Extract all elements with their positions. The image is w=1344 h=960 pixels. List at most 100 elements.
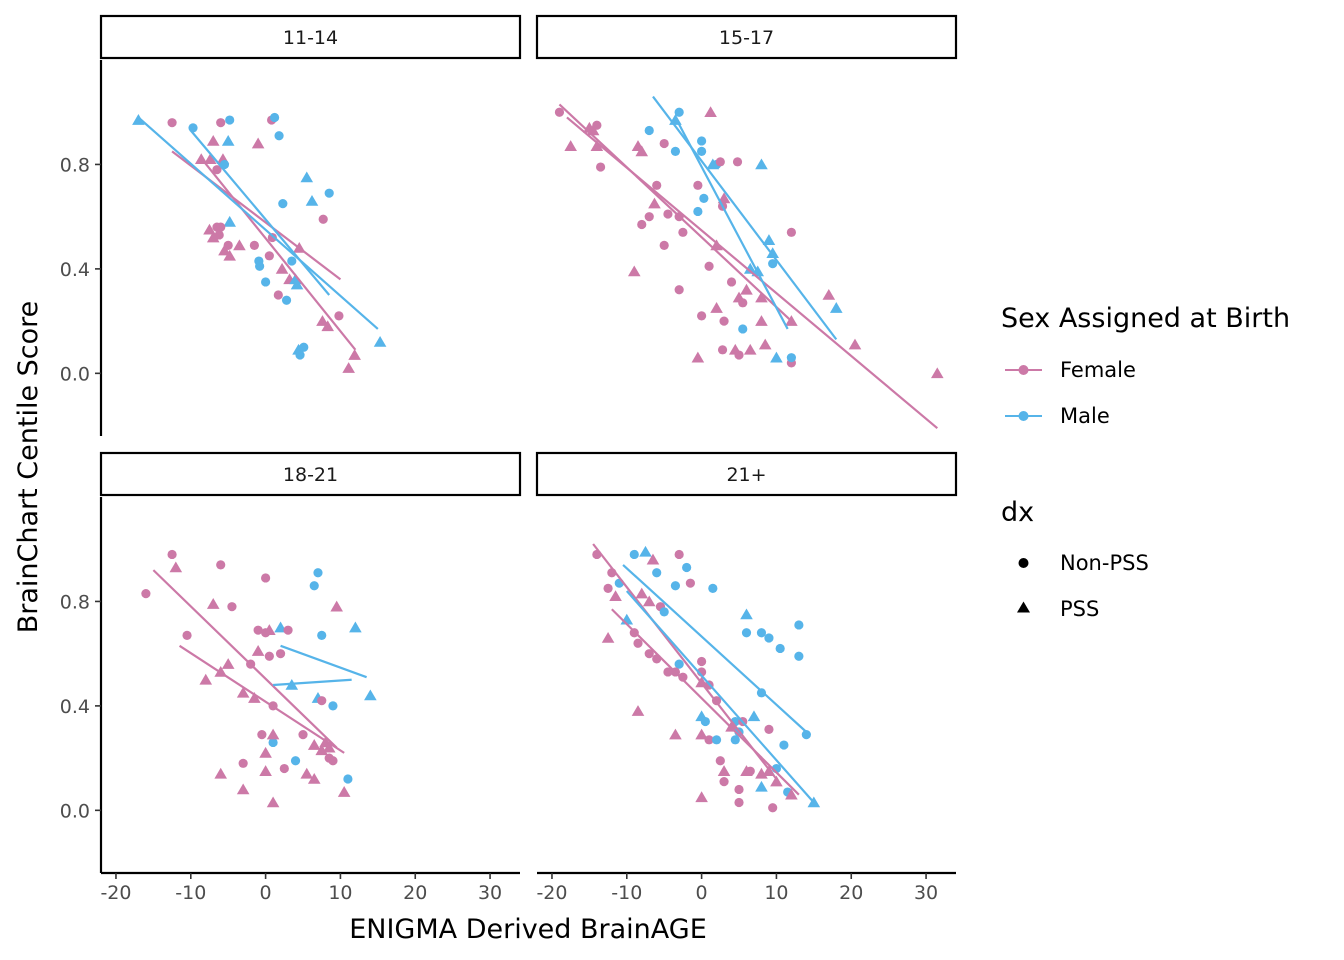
data-point-non-pss	[717, 345, 728, 355]
data-point-non-pss	[779, 740, 789, 750]
data-point-pss	[221, 134, 235, 146]
data-point-pss	[704, 106, 717, 118]
y-tick-label: 0.4	[60, 696, 90, 718]
data-point-non-pss	[715, 756, 725, 766]
y-tick-label: 0.8	[60, 591, 90, 613]
x-tick-label: 20	[403, 882, 427, 904]
data-point-non-pss	[715, 157, 725, 167]
data-point-pss	[199, 673, 213, 685]
y-tick-label: 0.8	[60, 154, 90, 176]
data-point-non-pss	[290, 756, 301, 766]
data-point-non-pss	[734, 784, 744, 795]
x-tick-label: 30	[914, 882, 938, 904]
data-point-non-pss	[704, 261, 714, 271]
fit-line-male-non-pss	[622, 564, 808, 733]
x-tick-label: -20	[100, 882, 131, 904]
data-point-non-pss	[693, 206, 703, 217]
data-point-non-pss	[652, 180, 662, 190]
data-point-pss	[601, 632, 615, 643]
fit-line-male-non-pss	[280, 644, 367, 679]
legend-key-pss: PSS	[1017, 597, 1099, 621]
data-point-pss	[330, 600, 343, 612]
data-point-non-pss	[238, 758, 248, 768]
data-point-non-pss	[682, 562, 692, 573]
data-point-pss	[717, 765, 731, 776]
data-point-pss	[770, 351, 783, 363]
data-point-non-pss	[249, 240, 259, 250]
data-point-non-pss	[313, 568, 323, 578]
data-point-non-pss	[328, 701, 338, 711]
data-point-pss	[648, 197, 661, 209]
data-point-non-pss	[287, 256, 297, 266]
legend-triangle-swatch	[1017, 601, 1030, 613]
x-axis-title: ENIGMA Derived BrainAGE	[349, 914, 707, 945]
data-point-pss	[321, 320, 335, 332]
panels-layer: 11-14 0.0 0.4 0.8 15-17 18-21 0.0 0.4 0.8 -20 -10 0…	[60, 14, 958, 904]
data-point-pss	[691, 351, 705, 363]
data-point-pss	[259, 765, 272, 776]
data-point-non-pss	[141, 589, 151, 599]
x-tick-label: -10	[611, 882, 642, 904]
data-point-pss	[758, 338, 772, 350]
data-point-non-pss	[697, 146, 707, 156]
data-point-non-pss	[216, 560, 226, 570]
data-point-pss	[300, 767, 314, 779]
data-point-non-pss	[764, 633, 774, 643]
facet-panel-11-14: 11-14 0.0 0.4 0.8	[60, 14, 522, 436]
data-point-pss	[322, 741, 336, 753]
data-point-pss	[223, 249, 236, 261]
data-point-non-pss	[659, 240, 669, 250]
data-point-non-pss	[261, 573, 271, 583]
x-tick-label: 10	[764, 882, 788, 904]
data-point-pss	[132, 114, 145, 125]
data-point-non-pss	[275, 649, 286, 659]
fit-line-female-non-pss	[152, 569, 338, 749]
data-point-non-pss	[704, 735, 714, 745]
data-point-non-pss	[738, 324, 748, 334]
facet-panel-18-21: 18-21 0.0 0.4 0.8 -20 -10 0 10 20 30	[60, 451, 522, 904]
y-tick-label: 0.0	[60, 800, 90, 822]
data-point-non-pss	[756, 628, 767, 638]
data-point-pss	[349, 621, 362, 633]
data-point-non-pss	[801, 730, 811, 740]
legend-male-label: Male	[1060, 404, 1110, 428]
data-point-non-pss	[674, 107, 684, 117]
x-tick-label: 0	[696, 882, 708, 904]
data-point-non-pss	[225, 115, 235, 125]
facet-strip	[99, 14, 522, 60]
data-point-pss	[627, 265, 641, 277]
data-point-pss	[564, 140, 577, 151]
facet-strip-label: 21+	[726, 464, 766, 486]
data-point-pss	[206, 134, 220, 146]
fit-line-male-pss	[652, 95, 838, 341]
data-point-non-pss	[257, 730, 267, 740]
data-point-pss	[609, 590, 622, 602]
data-point-non-pss	[629, 549, 639, 560]
data-point-non-pss	[261, 277, 271, 287]
data-point-non-pss	[745, 766, 755, 776]
legend-pss-label: PSS	[1060, 597, 1099, 621]
data-point-non-pss	[719, 777, 729, 787]
data-point-pss	[740, 608, 753, 620]
data-point-pss	[766, 247, 779, 259]
data-point-pss	[221, 658, 235, 669]
data-point-non-pss	[732, 157, 743, 167]
data-point-non-pss	[633, 638, 643, 648]
data-point-pss	[646, 553, 660, 565]
data-point-pss	[266, 728, 280, 740]
data-point-pss	[169, 561, 183, 573]
data-point-pss	[743, 343, 757, 355]
data-point-pss	[740, 283, 753, 295]
data-point-non-pss	[659, 138, 669, 149]
facet-strip-label: 18-21	[283, 464, 338, 486]
data-point-non-pss	[794, 651, 804, 661]
data-point-pss	[770, 775, 783, 787]
data-point-non-pss	[216, 222, 226, 232]
data-point-pss	[218, 244, 231, 256]
legend-female-label: Female	[1060, 358, 1136, 382]
data-point-non-pss	[738, 298, 748, 308]
data-point-non-pss	[188, 123, 198, 133]
data-point-non-pss	[663, 667, 673, 677]
data-point-non-pss	[697, 136, 707, 146]
fit-line-male-pss	[625, 590, 815, 804]
